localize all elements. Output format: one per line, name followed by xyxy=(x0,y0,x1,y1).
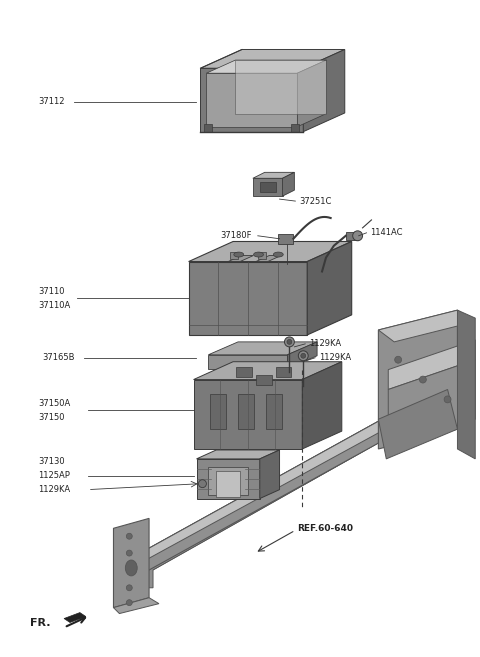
Polygon shape xyxy=(206,60,326,73)
Polygon shape xyxy=(230,252,238,259)
Circle shape xyxy=(126,585,132,591)
Circle shape xyxy=(287,340,292,344)
Polygon shape xyxy=(131,399,438,570)
Text: REF.60-640: REF.60-640 xyxy=(297,524,353,533)
Polygon shape xyxy=(276,367,291,377)
Polygon shape xyxy=(256,375,272,385)
Polygon shape xyxy=(378,310,457,449)
Circle shape xyxy=(199,480,206,487)
Polygon shape xyxy=(253,172,294,178)
Ellipse shape xyxy=(125,560,137,576)
Polygon shape xyxy=(208,355,288,369)
Text: 37130: 37130 xyxy=(38,457,65,466)
Circle shape xyxy=(298,351,308,361)
Text: 37110A: 37110A xyxy=(38,301,71,309)
Text: 37150: 37150 xyxy=(38,413,65,422)
Polygon shape xyxy=(346,232,358,240)
Text: 1125AP: 1125AP xyxy=(38,471,70,480)
Polygon shape xyxy=(236,367,252,377)
Polygon shape xyxy=(193,362,342,380)
Polygon shape xyxy=(256,256,281,261)
Polygon shape xyxy=(307,242,352,335)
Polygon shape xyxy=(378,390,457,459)
Polygon shape xyxy=(277,234,293,244)
Polygon shape xyxy=(131,399,418,580)
Polygon shape xyxy=(208,467,248,495)
Polygon shape xyxy=(189,261,307,335)
Circle shape xyxy=(301,353,306,358)
Circle shape xyxy=(420,376,426,383)
Polygon shape xyxy=(283,172,294,196)
Polygon shape xyxy=(201,68,303,131)
Polygon shape xyxy=(253,178,283,196)
Text: 37180F: 37180F xyxy=(220,231,252,240)
Polygon shape xyxy=(260,182,276,192)
Polygon shape xyxy=(297,60,326,127)
Text: 1129KA: 1129KA xyxy=(319,353,351,362)
Ellipse shape xyxy=(234,252,244,257)
Text: 37112: 37112 xyxy=(38,97,65,106)
Text: 1129KA: 1129KA xyxy=(309,340,341,348)
Polygon shape xyxy=(196,450,279,459)
Polygon shape xyxy=(113,598,159,614)
Circle shape xyxy=(126,550,132,556)
Circle shape xyxy=(285,337,294,347)
Polygon shape xyxy=(228,256,253,261)
Polygon shape xyxy=(131,399,418,568)
Polygon shape xyxy=(260,450,279,499)
Polygon shape xyxy=(216,471,240,497)
Circle shape xyxy=(126,600,132,606)
Polygon shape xyxy=(204,124,212,131)
Polygon shape xyxy=(266,394,281,429)
Polygon shape xyxy=(131,409,438,588)
Polygon shape xyxy=(288,342,317,369)
Text: 37150A: 37150A xyxy=(38,399,71,408)
Polygon shape xyxy=(210,394,226,429)
Text: 1129KA: 1129KA xyxy=(38,485,71,494)
Polygon shape xyxy=(206,73,297,127)
Polygon shape xyxy=(236,60,326,114)
Circle shape xyxy=(444,396,451,403)
Polygon shape xyxy=(113,518,149,608)
Polygon shape xyxy=(303,49,345,131)
Polygon shape xyxy=(189,242,352,261)
Polygon shape xyxy=(388,340,475,390)
Text: 37110: 37110 xyxy=(38,287,65,296)
Polygon shape xyxy=(258,252,266,259)
Polygon shape xyxy=(302,362,342,449)
Polygon shape xyxy=(238,394,254,429)
Polygon shape xyxy=(378,310,473,342)
Polygon shape xyxy=(291,124,300,131)
Circle shape xyxy=(126,533,132,539)
Polygon shape xyxy=(388,360,475,449)
Polygon shape xyxy=(193,380,302,449)
Text: 37251C: 37251C xyxy=(300,196,332,206)
Text: 1141AC: 1141AC xyxy=(371,229,403,237)
Ellipse shape xyxy=(273,252,283,257)
Text: 37165B: 37165B xyxy=(42,353,75,362)
Polygon shape xyxy=(196,459,260,499)
Polygon shape xyxy=(64,612,86,622)
Circle shape xyxy=(353,231,362,240)
Circle shape xyxy=(395,356,402,363)
Ellipse shape xyxy=(253,252,264,257)
Polygon shape xyxy=(201,49,345,68)
Polygon shape xyxy=(208,342,317,355)
Polygon shape xyxy=(457,310,475,459)
Text: FR.: FR. xyxy=(30,618,51,629)
